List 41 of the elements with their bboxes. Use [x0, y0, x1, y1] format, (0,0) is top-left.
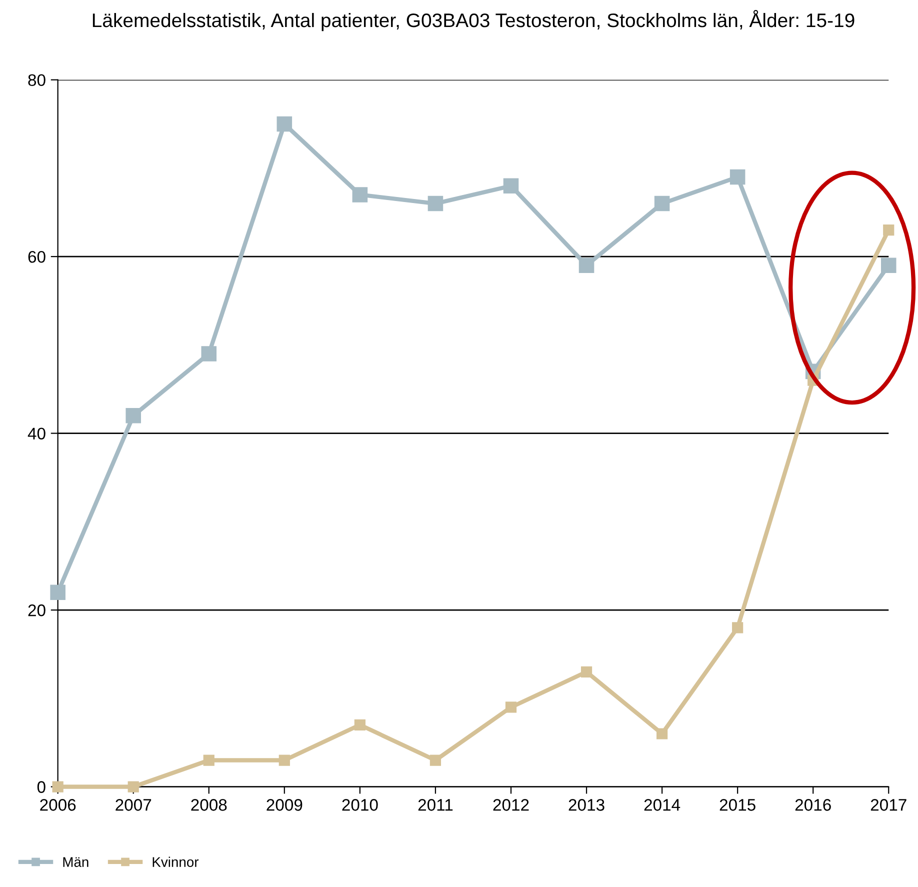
- x-tick-label: 2014: [644, 799, 680, 811]
- x-tick-label: 2016: [795, 799, 831, 811]
- point: [730, 169, 746, 185]
- point: [883, 224, 894, 236]
- x-tick-label: 2013: [568, 799, 604, 811]
- x-tick-label: 2007: [116, 799, 152, 811]
- x-tick-label: 2012: [493, 799, 529, 811]
- point: [654, 196, 670, 212]
- y-tick-label: 20: [28, 604, 46, 616]
- point: [50, 584, 66, 600]
- point: [276, 116, 292, 132]
- point: [580, 666, 592, 678]
- point: [505, 702, 517, 713]
- x-tick-label: 2010: [342, 799, 378, 811]
- y-tick-label: 60: [28, 250, 46, 263]
- y-tick-label: 40: [28, 428, 46, 440]
- point: [201, 346, 217, 362]
- point: [278, 754, 290, 766]
- point: [880, 258, 896, 274]
- point: [732, 622, 744, 634]
- x-tick-label: 2009: [266, 799, 302, 811]
- x-tick-label: 2011: [418, 799, 453, 811]
- point: [352, 187, 368, 202]
- legend-label: Män: [63, 857, 88, 867]
- point: [656, 728, 668, 740]
- x-tick-label: 2006: [40, 799, 76, 811]
- point: [578, 258, 594, 274]
- y-tick-label: 80: [28, 74, 46, 86]
- point: [354, 719, 366, 730]
- point: [430, 754, 442, 766]
- x-tick-label: 2017: [870, 799, 906, 811]
- point: [128, 781, 139, 792]
- x-tick-label: 2015: [720, 799, 756, 811]
- point: [503, 178, 519, 194]
- point: [126, 408, 141, 424]
- legend-label: Kvinnor: [152, 856, 199, 867]
- point: [203, 754, 214, 766]
- y-tick-label: 0: [37, 781, 46, 793]
- x-tick-label: 2008: [191, 799, 227, 811]
- chart-title: Läkemedelsstatistik, Antal patienter, G03BA03 Testosteron, Stockholms län, Ålder: 15-19: [92, 10, 854, 32]
- point: [428, 196, 444, 212]
